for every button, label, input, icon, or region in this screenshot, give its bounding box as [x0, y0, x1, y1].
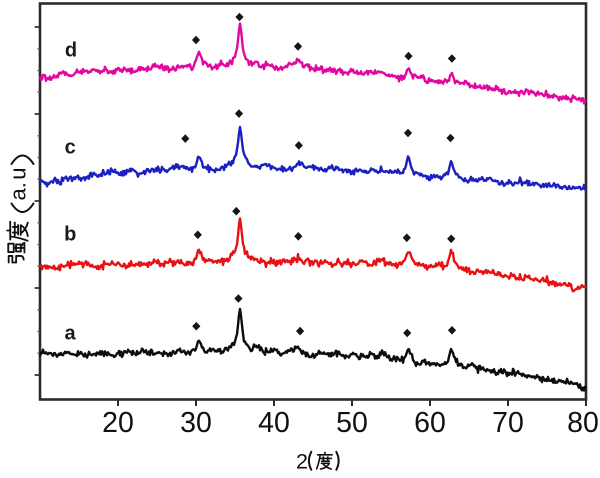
svg-text:20: 20 — [102, 407, 134, 439]
svg-text:a.: a. — [6, 182, 31, 200]
svg-text:70: 70 — [492, 407, 524, 439]
svg-text:c: c — [65, 137, 76, 159]
svg-text:2: 2 — [296, 450, 308, 474]
svg-text:a: a — [64, 323, 76, 345]
svg-text:30: 30 — [180, 407, 212, 439]
svg-text:80: 80 — [567, 407, 599, 439]
svg-text:d: d — [65, 40, 77, 62]
svg-text:b: b — [64, 224, 76, 246]
svg-text:50: 50 — [336, 407, 368, 439]
svg-text:u: u — [6, 168, 31, 180]
svg-text:60: 60 — [414, 407, 446, 439]
svg-text:40: 40 — [258, 407, 290, 439]
